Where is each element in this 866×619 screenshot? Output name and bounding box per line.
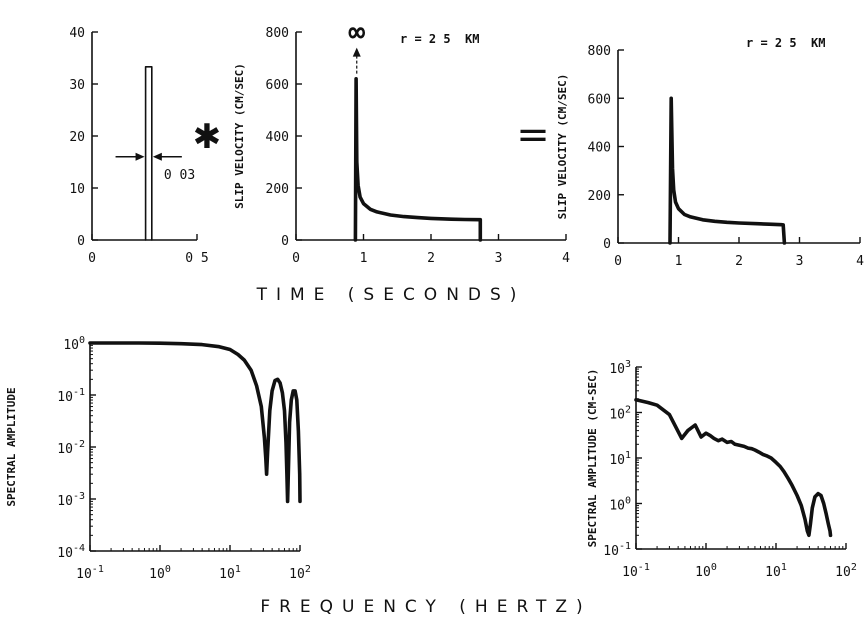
slip-velocity-input-panel: 0 1 2 3 4 0 200 400 600 800 SLIP VELOCITY (CM/SEC): [233, 26, 570, 266]
x-tick-label: 100: [149, 564, 171, 582]
convolution-symbol: ✱: [193, 117, 222, 157]
width-arrow-left-head: [135, 152, 145, 161]
x-tick-label: 0: [614, 254, 622, 269]
x-tick-label: 10-1: [622, 562, 650, 580]
y-tick-label: 100: [609, 496, 631, 514]
frequency-axis-title: FREQUENCY (HERTZ): [260, 597, 591, 617]
y-tick-label: 102: [609, 405, 631, 423]
y-tick-label: 400: [588, 141, 611, 156]
y-tick-label: 103: [609, 359, 631, 377]
y-axis-title: SLIP VELOCITY (CM/SEC): [233, 63, 246, 209]
x-tick-label: 1: [360, 251, 368, 266]
x-tick-label: 3: [796, 254, 804, 269]
boxcar-spectrum-panel: 10-1 100 101 102 10-4 10-3 10-2 10-1 100 SPECTRAL…: [5, 335, 311, 582]
y-tick-label: 20: [69, 130, 85, 145]
y-tick-label: 0: [603, 237, 611, 252]
x-tick-label: 1: [675, 254, 683, 269]
y-tick-label: 0: [281, 234, 289, 249]
x-tick-label: 101: [219, 564, 241, 582]
y-tick-label: 200: [266, 182, 289, 197]
y-tick-label: 600: [266, 78, 289, 93]
x-tick-label: 2: [427, 251, 435, 266]
boxcar-panel: 0 0 5 0 10 20 30 40: [69, 26, 208, 266]
y-axis-title: SPECTRAL AMPLITUDE: [5, 387, 18, 506]
y-tick-label: 10-1: [603, 541, 631, 559]
y-tick-label: 400: [266, 130, 289, 145]
infinity-arrow-head: [352, 47, 361, 57]
y-tick-label: 10-4: [57, 543, 85, 561]
infinity-annotation: ∞: [348, 16, 365, 74]
y-tick-label: 600: [588, 92, 611, 107]
x-tick-label: 0: [88, 251, 96, 266]
series-line-spectrum-boxcar: [88, 341, 302, 504]
y-tick-label: 101: [609, 450, 631, 468]
x-tick-label: 0: [292, 251, 300, 266]
x-tick-label: 4: [562, 251, 570, 266]
x-tick-label: 10-1: [76, 564, 104, 582]
x-tick-label: 102: [289, 564, 311, 582]
distance-label-input: r = 2 5 KM: [400, 32, 479, 46]
series-line-slip-input: [353, 77, 483, 242]
series-line-slip-convolved: [668, 96, 787, 245]
x-tick-label: 100: [695, 562, 717, 580]
x-tick-label: 102: [835, 562, 857, 580]
y-tick-label: 10-3: [57, 491, 85, 509]
convolved-spectrum-panel: 10-1 100 101 102 10-1 100 101 102 103 SPECTRAL AM…: [586, 359, 857, 580]
width-arrow-right-head: [152, 152, 162, 161]
y-axis-title: SLIP VELOCITY (CM/SEC): [556, 74, 569, 220]
infinity-symbol: ∞: [348, 16, 365, 49]
y-tick-label: 800: [588, 44, 611, 59]
pulse-width-annotation: 0 03: [115, 152, 195, 183]
y-tick-label: 40: [69, 26, 85, 41]
distance-label-convolved: r = 2 5 KM: [746, 36, 825, 50]
slip-velocity-convolved-panel: 0 1 2 3 4 0 200 400 600 800 SLIP VELOCITY (CM/SEC): [556, 44, 864, 269]
y-tick-label: 10-2: [57, 439, 85, 457]
pulse-width-label: 0 03: [164, 168, 195, 183]
series-line-spectrum-convolved: [634, 397, 833, 538]
x-tick-label: 4: [856, 254, 864, 269]
y-tick-label: 30: [69, 78, 85, 93]
equals-symbol: =: [516, 112, 550, 158]
y-axis-title: SPECTRAL AMPLITUDE (CM-SEC): [586, 369, 599, 548]
y-tick-label: 800: [266, 26, 289, 41]
x-tick-label: 3: [495, 251, 503, 266]
time-axis-title: TIME (SECONDS): [256, 285, 526, 305]
y-tick-label: 10: [69, 182, 85, 197]
y-tick-label: 0: [77, 234, 85, 249]
y-tick-label: 200: [588, 189, 611, 204]
x-tick-label: 101: [765, 562, 787, 580]
y-tick-label: 100: [63, 335, 85, 353]
x-tick-label: 0 5: [185, 251, 208, 266]
series-line-boxcar: [144, 66, 153, 241]
y-tick-label: 10-1: [57, 387, 85, 405]
x-tick-label: 2: [735, 254, 743, 269]
